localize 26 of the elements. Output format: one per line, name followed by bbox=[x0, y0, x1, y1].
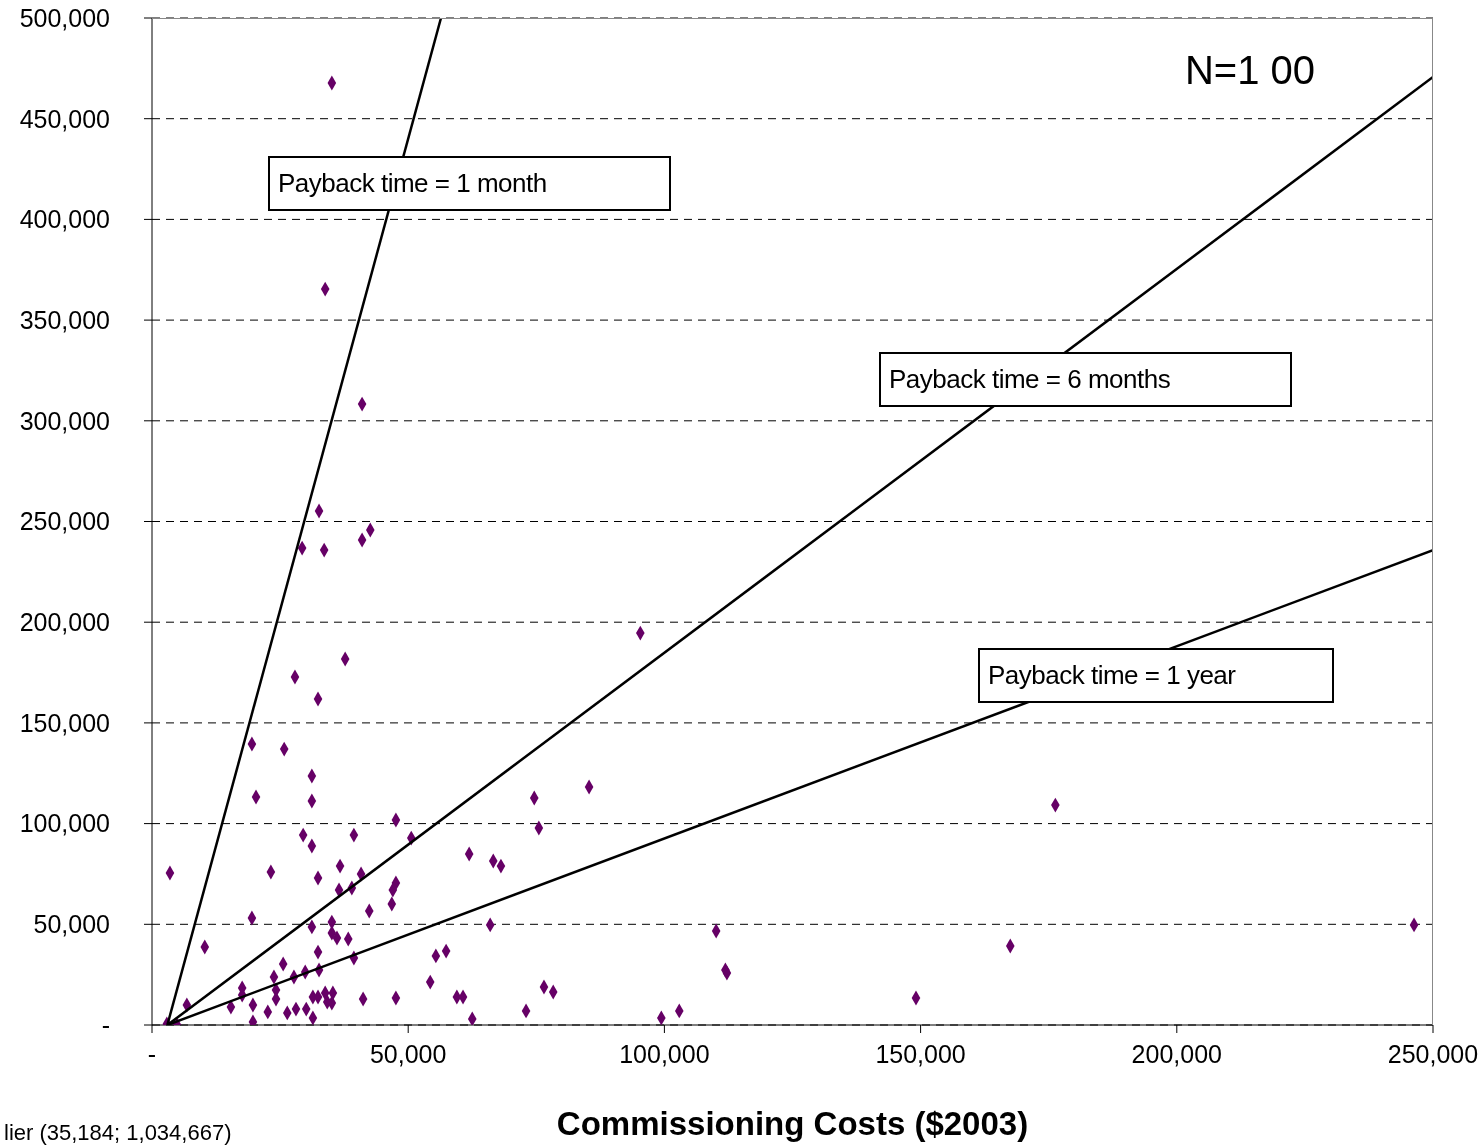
annotation: Payback time = 1 year bbox=[988, 660, 1236, 690]
text-box: Payback time = 1 year bbox=[978, 648, 1334, 703]
y-tick-label: 500,000 bbox=[19, 3, 110, 32]
x-axis-title: Commissioning Costs ($2003) bbox=[556, 1105, 1029, 1142]
y-tick-label: 450,000 bbox=[19, 104, 110, 133]
x-tick-label: 150,000 bbox=[875, 1039, 966, 1068]
y-tick-label: 150,000 bbox=[19, 708, 110, 737]
y-tick-label: 100,000 bbox=[19, 809, 110, 838]
y-tick-label: 250,000 bbox=[19, 507, 110, 536]
annotation: Payback time = 6 months bbox=[889, 364, 1171, 394]
x-tick-label: 100,000 bbox=[619, 1039, 710, 1068]
annotation: N=1 00 bbox=[1184, 48, 1315, 92]
text-box: Payback time = 1 month bbox=[268, 156, 671, 211]
y-tick-label: 200,000 bbox=[19, 608, 110, 637]
x-tick-label: 50,000 bbox=[369, 1039, 447, 1068]
y-tick-label: 400,000 bbox=[19, 205, 110, 234]
text: lier (35,184; 1,034,667) bbox=[4, 1120, 232, 1146]
x-tick-label: 250,000 bbox=[1387, 1039, 1479, 1068]
text-box: Payback time = 6 months bbox=[879, 352, 1292, 407]
y-tick-label: 50,000 bbox=[33, 910, 110, 939]
y-tick-label: - bbox=[101, 1010, 110, 1039]
y-tick-label: 300,000 bbox=[19, 406, 110, 435]
x-tick-label: 200,000 bbox=[1131, 1039, 1222, 1068]
y-tick-label: 350,000 bbox=[19, 305, 110, 334]
x-tick-label: - bbox=[147, 1039, 157, 1068]
annotation: Payback time = 1 month bbox=[278, 168, 547, 198]
